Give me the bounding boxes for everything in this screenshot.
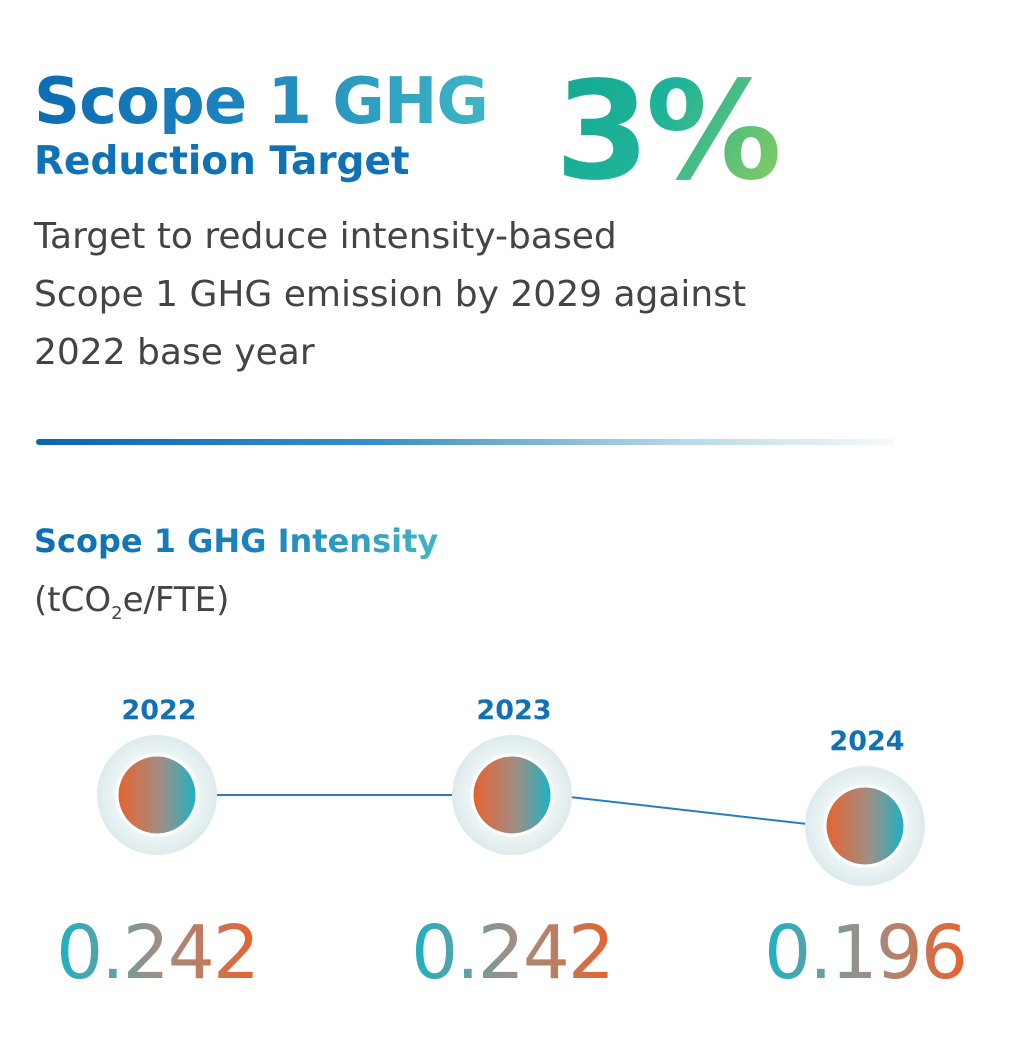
data-value-label: 0.242 — [411, 910, 613, 996]
data-point — [823, 784, 907, 868]
unit-subscript: 2 — [111, 602, 123, 624]
chart-unit: (tCO2e/FTE) — [34, 580, 229, 624]
x-tick-label: 2023 — [476, 695, 551, 726]
data-point — [115, 753, 199, 837]
headline-subtitle: Reduction Target — [34, 139, 410, 184]
x-tick-label: 2022 — [121, 695, 196, 726]
headline-title: Scope 1 GHG — [34, 65, 489, 139]
divider — [36, 439, 894, 445]
description-line-1: Target to reduce intensity-based — [34, 216, 617, 257]
description-line-2: Scope 1 GHG emission by 2029 against — [34, 274, 747, 315]
unit-suffix: e/FTE) — [122, 580, 230, 620]
headline: Scope 1 GHG Reduction Target — [34, 65, 489, 184]
data-point — [470, 753, 554, 837]
unit-prefix: (tCO — [34, 580, 112, 620]
target-description: Target to reduce intensity-based Scope 1… — [34, 208, 934, 382]
x-tick-label: 2024 — [829, 726, 904, 757]
data-value-label: 0.242 — [56, 910, 258, 996]
series-line-segment — [551, 794, 826, 827]
chart-title: Scope 1 GHG Intensity — [34, 522, 439, 560]
description-line-3: 2022 base year — [34, 332, 315, 373]
target-percent: 3% — [555, 53, 782, 211]
data-value-label: 0.196 — [764, 910, 966, 996]
